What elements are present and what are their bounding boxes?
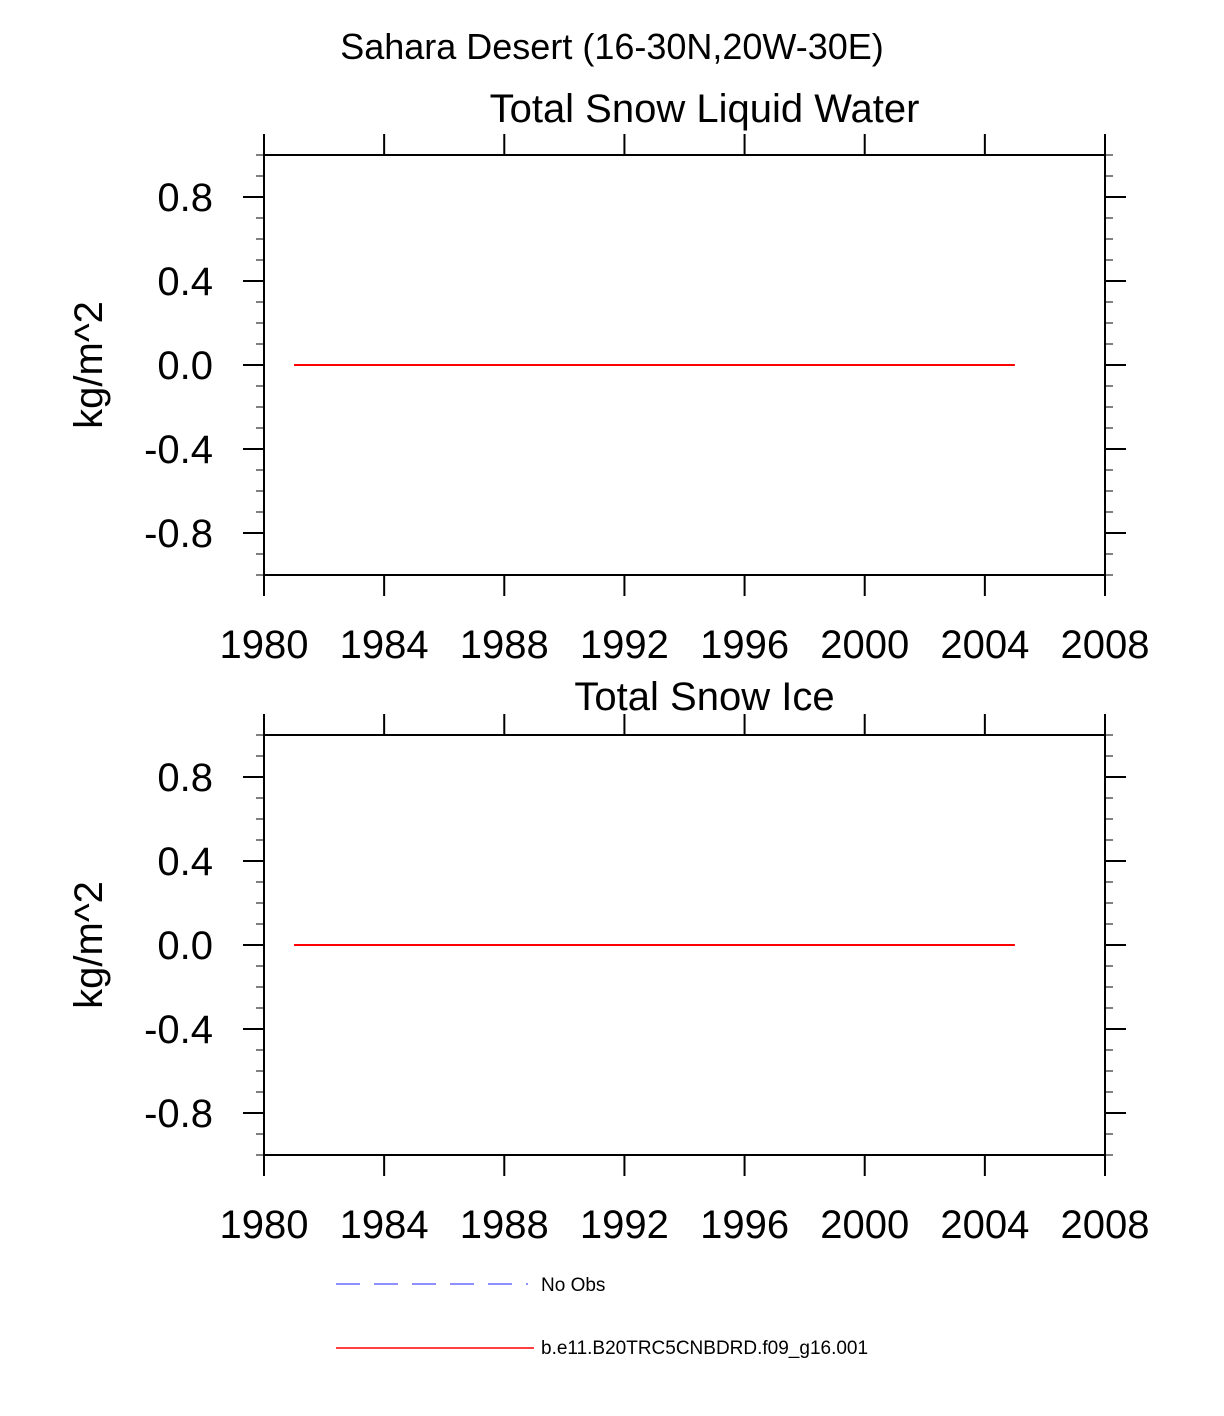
y-tick-label: 0.0 — [157, 344, 213, 388]
x-tick-label: 2008 — [1061, 623, 1150, 667]
x-tick-label: 1996 — [700, 623, 789, 667]
panel-total-snow-ice: Total Snow Ice kg/m^2 1980 1984 1988 1992 1996… — [67, 675, 1149, 1247]
legend-label-no-obs: No Obs — [541, 1275, 605, 1296]
y-tick-label: 0.4 — [157, 840, 213, 884]
x-tick-label: 1992 — [580, 1203, 669, 1247]
chart-title: Total Snow Liquid Water — [490, 87, 920, 131]
x-tick-label: 1980 — [220, 623, 309, 667]
figure-title: Sahara Desert (16-30N,20W-30E) — [340, 26, 884, 67]
y-axis-label: kg/m^2 — [67, 301, 111, 429]
y-tick-label: -0.8 — [144, 1092, 213, 1136]
x-tick-label: 1984 — [340, 623, 429, 667]
x-tick-label: 2000 — [820, 1203, 909, 1247]
chart-title: Total Snow Ice — [574, 675, 834, 719]
y-tick-label: -0.4 — [144, 428, 213, 472]
y-tick-label: -0.4 — [144, 1008, 213, 1052]
x-tick-label: 2000 — [820, 623, 909, 667]
legend-label-model: b.e11.B20TRC5CNBDRD.f09_g16.001 — [541, 1338, 868, 1359]
x-tick-label: 2004 — [940, 623, 1029, 667]
x-tick-label: 1988 — [460, 623, 549, 667]
x-tick-label: 1988 — [460, 1203, 549, 1247]
x-tick-label: 2004 — [940, 1203, 1029, 1247]
y-tick-label: -0.8 — [144, 512, 213, 556]
y-axis-label: kg/m^2 — [67, 881, 111, 1009]
x-tick-label: 1980 — [220, 1203, 309, 1247]
panel-total-snow-liquid-water: Total Snow Liquid Water kg/m^2 1980 1984 198… — [67, 87, 1149, 667]
y-tick-label: 0.4 — [157, 260, 213, 304]
x-tick-label: 2008 — [1061, 1203, 1150, 1247]
y-tick-label: 0.8 — [157, 756, 213, 800]
x-tick-label: 1984 — [340, 1203, 429, 1247]
y-tick-label: 0.8 — [157, 176, 213, 220]
x-tick-label: 1996 — [700, 1203, 789, 1247]
x-tick-label: 1992 — [580, 623, 669, 667]
legend: No Obs b.e11.B20TRC5CNBDRD.f09_g16.001 — [336, 1275, 868, 1359]
y-tick-label: 0.0 — [157, 924, 213, 968]
